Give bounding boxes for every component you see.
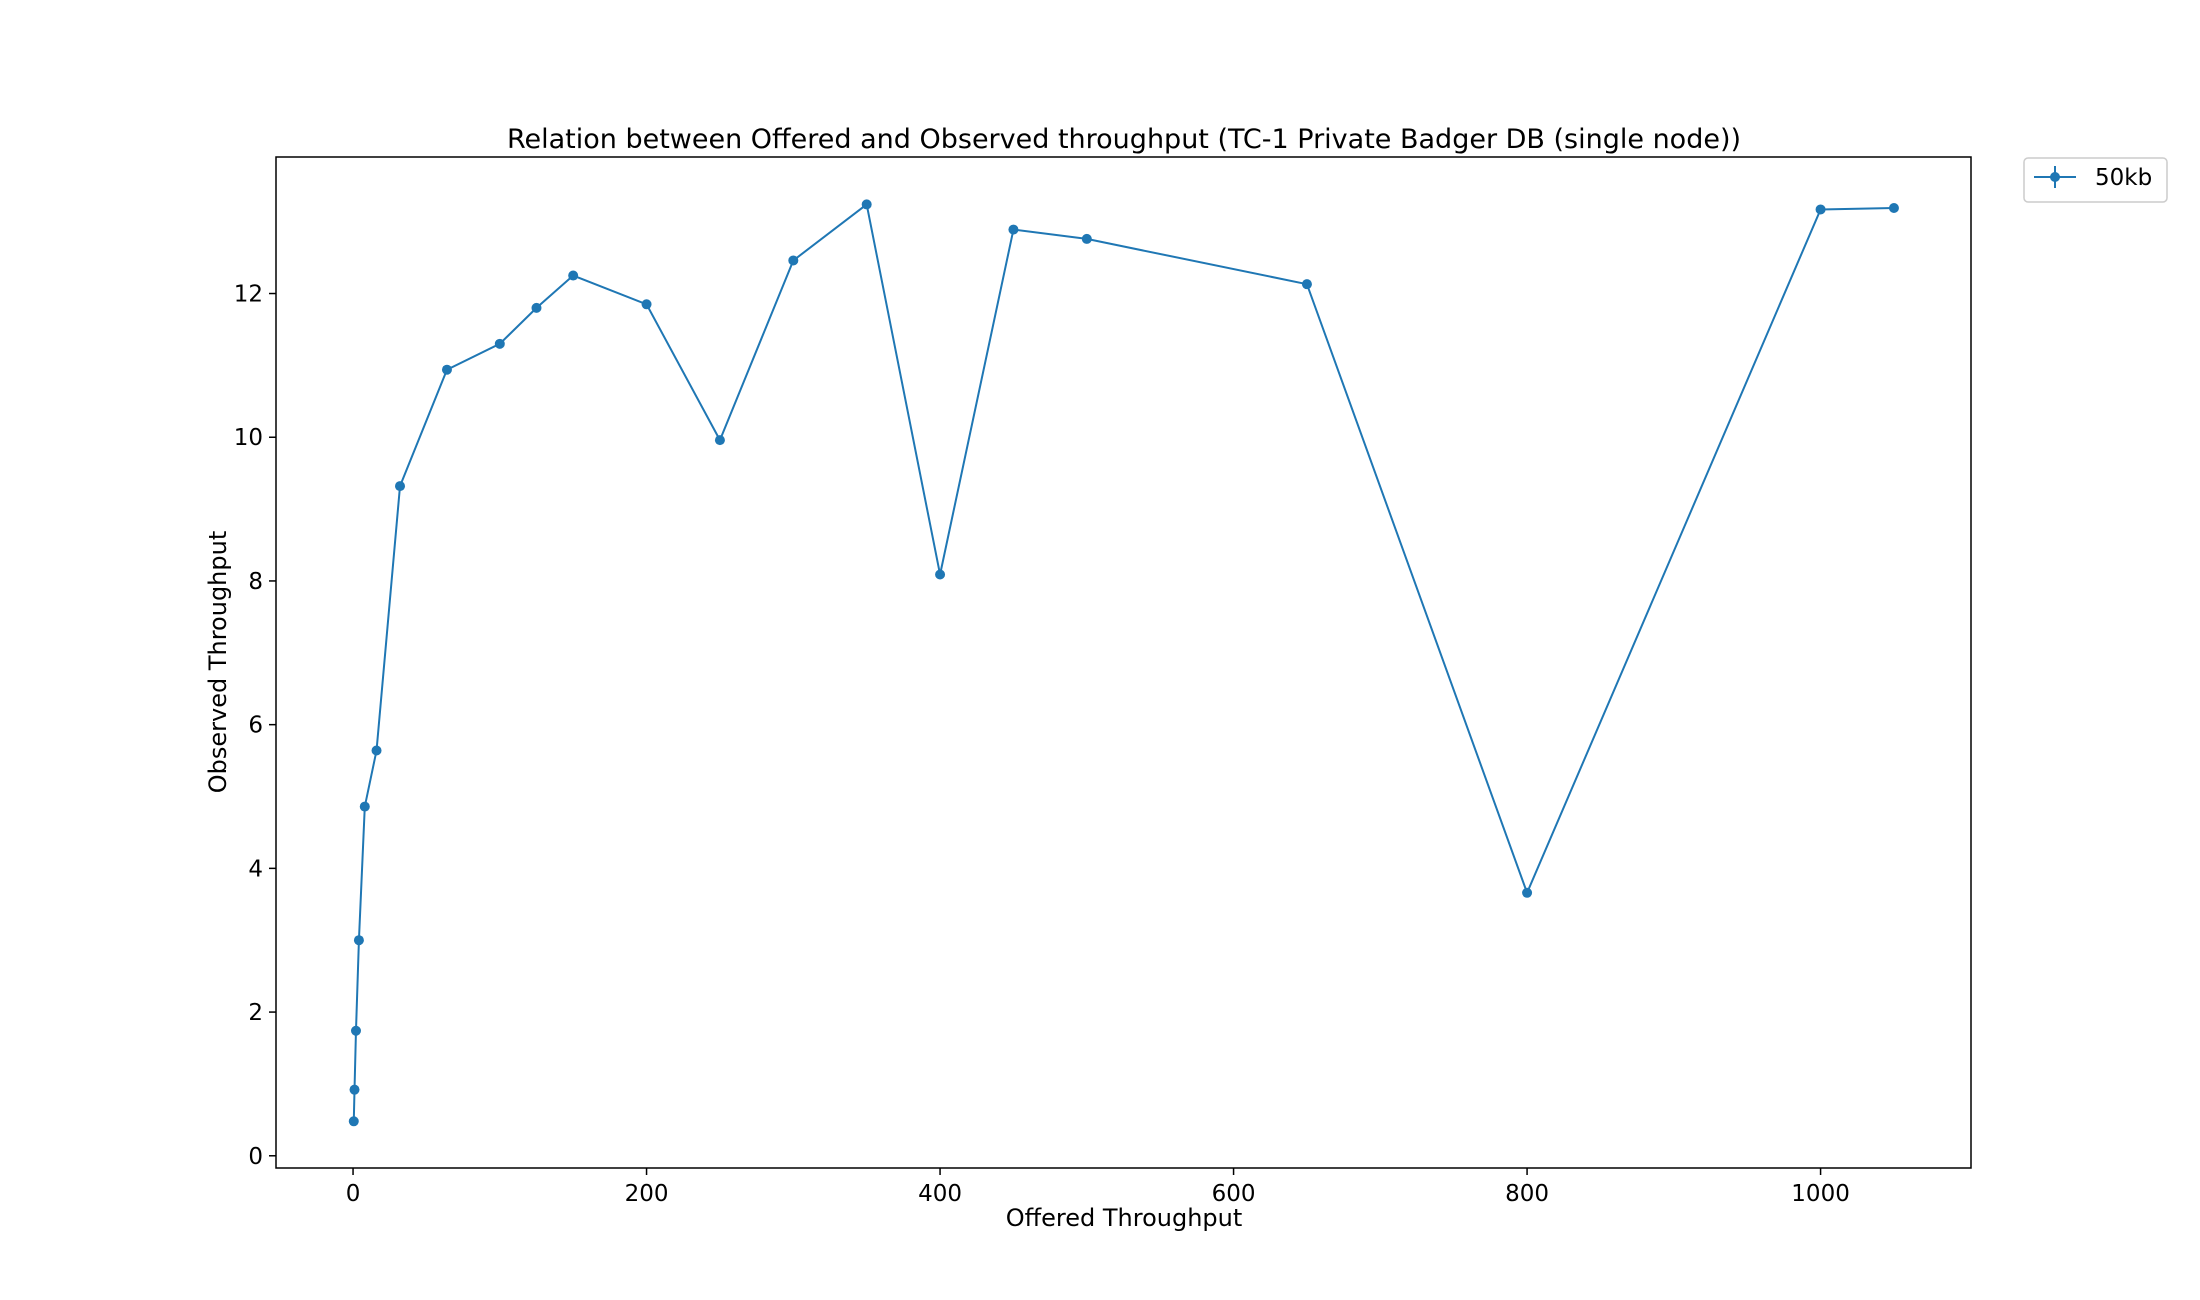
y-axis-ticks: 0 2 4 6 8 10 12 (234, 282, 276, 1170)
data-point (1301, 279, 1312, 290)
x-axis-label: Offered Throughput (1006, 1204, 1243, 1232)
data-point (861, 199, 872, 210)
data-point (1888, 203, 1899, 214)
series-line-50kb (352, 202, 1894, 1122)
x-tick-label: 200 (625, 1181, 669, 1207)
data-point (1081, 233, 1092, 244)
x-axis-ticks: 0 200 400 600 800 1000 (346, 1168, 1850, 1207)
data-point (568, 270, 579, 281)
data-point (1522, 887, 1533, 898)
data-point (788, 255, 799, 266)
data-point (371, 745, 382, 756)
y-tick-label: 10 (234, 425, 263, 451)
data-point (935, 569, 946, 580)
data-point (353, 935, 364, 946)
x-tick-label: 400 (918, 1181, 962, 1207)
y-tick-label: 12 (234, 282, 263, 308)
legend-box (2023, 157, 2168, 203)
data-point (1008, 224, 1019, 235)
data-point (531, 302, 542, 313)
x-tick-label: 0 (346, 1181, 361, 1207)
data-point (641, 299, 652, 310)
y-tick-label: 6 (248, 713, 263, 739)
y-tick-label: 4 (248, 856, 263, 882)
y-tick-label: 8 (248, 569, 263, 595)
series-layer (348, 199, 1899, 1127)
data-point (1815, 204, 1826, 215)
x-tick-label: 1000 (1791, 1181, 1850, 1207)
x-tick-label: 800 (1505, 1181, 1549, 1207)
data-point (359, 801, 370, 812)
data-point (395, 481, 406, 492)
y-tick-label: 2 (248, 1000, 263, 1026)
data-point (349, 1084, 360, 1095)
plot-frame (275, 156, 1972, 1169)
plot-area: 0 200 400 600 800 1000 0 2 4 6 8 10 12 (234, 156, 1972, 1207)
y-tick-label: 0 (248, 1144, 263, 1170)
data-point (494, 338, 505, 349)
x-tick-label: 600 (1212, 1181, 1256, 1207)
data-point (714, 435, 725, 446)
y-axis-label: Observed Throughput (204, 531, 232, 794)
legend-label: 50kb (2095, 165, 2152, 191)
data-point (441, 364, 452, 375)
legend: 50kb (2023, 157, 2168, 203)
data-point (350, 1025, 361, 1036)
chart-title: Relation between Offered and Observed th… (507, 124, 1741, 155)
legend-marker (2050, 172, 2060, 182)
data-point (348, 1116, 359, 1127)
legend-entry-50kb: 50kb (2034, 165, 2152, 191)
